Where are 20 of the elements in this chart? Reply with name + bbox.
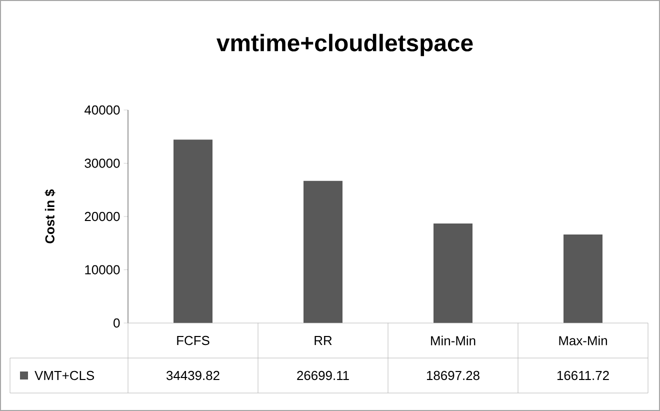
y-tick-label: 10000 [85,265,120,274]
bar [564,234,603,323]
y-tick-label: 0 [114,318,120,328]
bar [304,180,343,323]
data-label: 16611.72 [557,370,609,380]
x-tick-label: Max-Min [559,336,607,346]
bar [434,223,473,323]
legend-label: VMT+CLS [34,370,94,380]
chart-title: vmtime+cloudletspace [216,34,473,56]
y-tick-label: 30000 [84,158,120,168]
y-tick-label: 20000 [84,212,120,222]
x-tick-label: RR [314,336,332,345]
x-tick-label: FCFS [177,336,210,346]
y-tick-label: 40000 [84,105,120,115]
bar [174,140,212,323]
data-label: 18697.28 [426,370,480,380]
x-tick-label: Min-Min [431,336,476,346]
y-axis-title: Cost in $ [44,189,56,244]
data-label: 34439.82 [166,370,220,380]
data-label: 26699.11 [297,370,349,380]
